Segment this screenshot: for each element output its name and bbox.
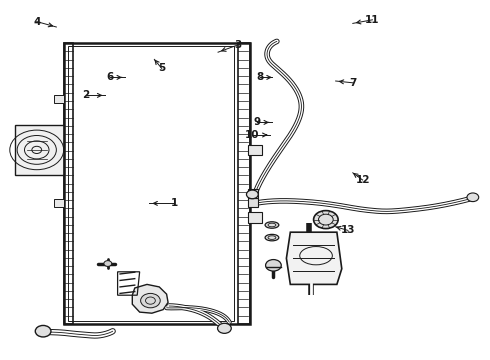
Text: 3: 3 xyxy=(234,40,241,50)
Text: 13: 13 xyxy=(341,225,355,235)
Text: 11: 11 xyxy=(365,15,380,25)
Circle shape xyxy=(104,261,112,266)
Polygon shape xyxy=(132,284,168,313)
Polygon shape xyxy=(286,232,342,284)
Circle shape xyxy=(141,293,160,308)
Text: 1: 1 xyxy=(171,198,177,208)
Circle shape xyxy=(35,325,51,337)
Ellipse shape xyxy=(265,222,279,228)
Polygon shape xyxy=(248,212,262,223)
Circle shape xyxy=(467,193,479,202)
Bar xyxy=(248,189,258,198)
Polygon shape xyxy=(54,199,64,207)
Text: 5: 5 xyxy=(158,63,165,73)
Text: 7: 7 xyxy=(349,78,357,88)
Polygon shape xyxy=(15,125,64,175)
Text: 8: 8 xyxy=(256,72,263,82)
Circle shape xyxy=(314,211,338,229)
Polygon shape xyxy=(54,95,64,103)
Bar xyxy=(248,198,258,207)
Circle shape xyxy=(218,323,231,333)
Text: 9: 9 xyxy=(254,117,261,127)
Text: 12: 12 xyxy=(355,175,370,185)
Polygon shape xyxy=(64,43,250,324)
Text: 6: 6 xyxy=(107,72,114,82)
Polygon shape xyxy=(248,144,262,155)
Text: 2: 2 xyxy=(82,90,89,100)
Ellipse shape xyxy=(265,234,279,241)
Text: 4: 4 xyxy=(33,17,41,27)
Text: 10: 10 xyxy=(245,130,260,140)
Circle shape xyxy=(266,260,281,271)
Circle shape xyxy=(246,190,258,199)
